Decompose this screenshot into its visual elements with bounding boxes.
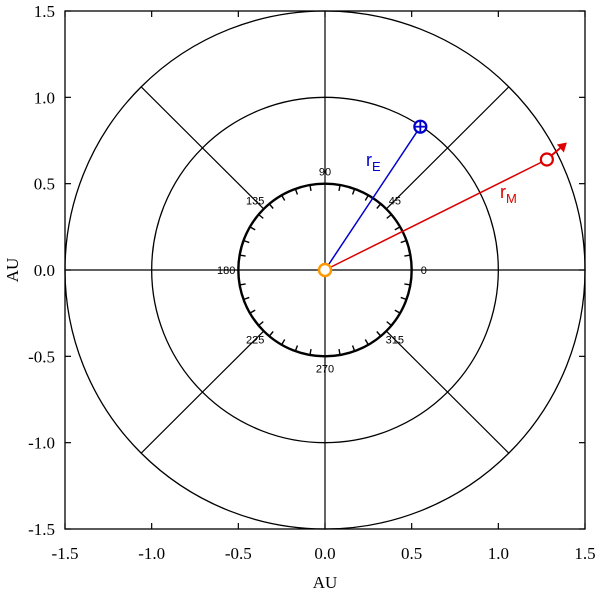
angle-labels: 0 45 90 135 180 225 270 315 <box>217 167 427 376</box>
x-tick-label: 0.0 <box>314 544 335 563</box>
angle-scale-tick <box>386 321 392 327</box>
angle-scale-tick <box>364 194 369 201</box>
mars-vector-line <box>324 158 548 271</box>
mars-vector-label: rM <box>500 182 517 206</box>
angle-scale-tick <box>376 331 382 337</box>
angle-scale-tick <box>268 203 274 209</box>
earth-vector-line <box>324 126 421 271</box>
angle-scale-tick <box>364 339 369 346</box>
y-axis-label: AU <box>3 258 22 283</box>
angle-scale-ticks <box>239 184 411 356</box>
angle-label-135: 135 <box>246 195 264 207</box>
angle-scale-tick <box>294 345 299 352</box>
y-tick-label: 1.5 <box>34 2 55 21</box>
y-tick-label: 1.0 <box>34 88 55 107</box>
angle-scale-tick <box>400 296 407 301</box>
mars-icon-arrowhead <box>556 142 567 153</box>
angle-scale-tick <box>309 348 312 356</box>
earth-vector-label: rE <box>366 150 381 174</box>
x-tick-label: 1.0 <box>488 544 509 563</box>
angle-label-90: 90 <box>319 167 331 179</box>
angle-scale-tick <box>243 296 250 301</box>
earth-vector-label-main: r <box>366 150 372 170</box>
x-tick-label: -1.5 <box>52 544 79 563</box>
mars-vector-label-main: r <box>500 182 506 202</box>
angle-label-270: 270 <box>316 363 334 375</box>
x-tick-label: 1.5 <box>574 544 595 563</box>
angle-scale-tick <box>351 345 356 352</box>
angle-scale-tick <box>239 283 246 286</box>
mars-icon-shaft <box>550 146 562 157</box>
y-tick-labels: -1.5 -1.0 -0.5 0.0 0.5 1.0 1.5 <box>28 2 55 539</box>
mars-vector-label-sub: M <box>506 191 517 206</box>
angle-scale-tick <box>309 184 312 192</box>
angle-scale-tick <box>258 213 264 219</box>
angle-scale-tick <box>404 254 411 257</box>
mars-icon <box>539 152 554 167</box>
x-tick-labels: -1.5 -1.0 -0.5 0.0 0.5 1.0 1.5 <box>52 544 596 563</box>
angle-label-0: 0 <box>421 265 427 277</box>
y-tick-label: 0.5 <box>34 175 55 194</box>
angle-scale-tick <box>281 339 286 346</box>
angle-scale-tick <box>394 309 401 314</box>
planet-symbols <box>317 119 567 278</box>
angle-label-180: 180 <box>217 265 235 277</box>
angle-scale-tick <box>386 213 392 219</box>
y-tick-label: -1.5 <box>28 520 55 539</box>
x-tick-label: -1.0 <box>138 544 165 563</box>
sun-icon <box>317 262 333 278</box>
angle-scale-tick <box>351 188 356 195</box>
angle-scale-tick <box>281 194 286 201</box>
angle-scale-tick <box>294 188 299 195</box>
angle-scale-tick <box>404 283 411 286</box>
angle-scale-tick <box>376 203 382 209</box>
x-tick-label: 0.5 <box>401 544 422 563</box>
axis-ticks <box>64 10 586 530</box>
angle-scale-tick <box>249 226 256 231</box>
y-tick-label: -1.0 <box>28 434 55 453</box>
y-tick-label: -0.5 <box>28 347 55 366</box>
angle-scale-tick <box>258 321 264 327</box>
y-tick-label: 0.0 <box>34 261 55 280</box>
angle-scale-tick <box>239 254 246 257</box>
earth-vector-label-sub: E <box>372 159 381 174</box>
orbit-circle-0.5 <box>237 182 413 358</box>
angle-label-45: 45 <box>389 195 401 207</box>
angle-scale-tick <box>394 226 401 231</box>
x-tick-label: -0.5 <box>225 544 252 563</box>
angle-label-225: 225 <box>246 335 264 347</box>
angle-label-315: 315 <box>386 335 404 347</box>
angle-scale-tick <box>338 348 341 356</box>
angle-scale-tick <box>249 309 256 314</box>
orbit-circle-1 <box>151 96 499 444</box>
x-axis-label: AU <box>313 573 338 592</box>
vectors <box>324 126 548 271</box>
angle-scale-tick <box>400 239 407 244</box>
angle-scale-tick <box>243 239 250 244</box>
angle-scale-tick <box>268 331 274 337</box>
angle-scale-tick <box>338 184 341 192</box>
